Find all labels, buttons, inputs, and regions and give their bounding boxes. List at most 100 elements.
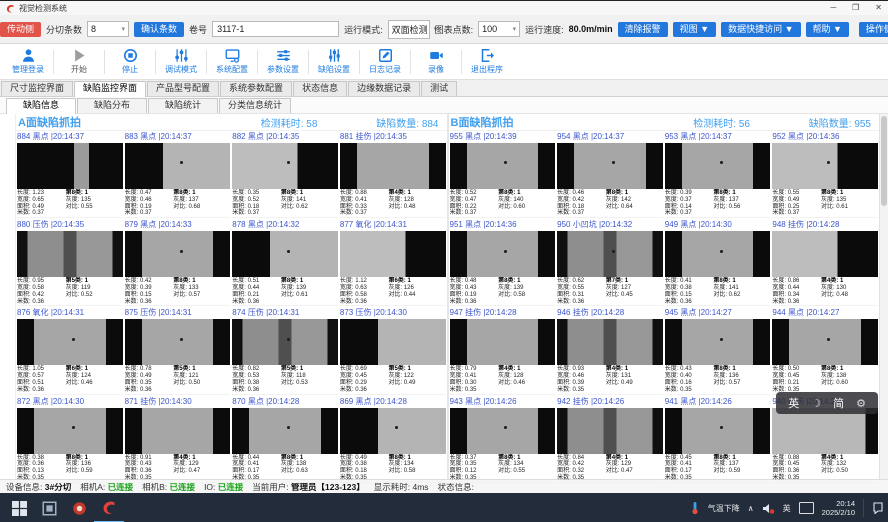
- main-tab-2[interactable]: 产品型号配置: [147, 81, 220, 96]
- defect-thumbnail[interactable]: [232, 143, 338, 189]
- defect-cell[interactable]: 875 压伤 |20:14:31 长度: 0.78 宽度: 0.49 面积: 0.35…: [124, 307, 231, 395]
- view-menu-button[interactable]: 视图 ▼: [672, 21, 717, 37]
- defect-thumbnail[interactable]: [339, 407, 446, 454]
- defect-cell[interactable]: 955 黑点 |20:14:39 长度: 0.52 宽度: 0.47 面积: 0.22…: [449, 131, 556, 219]
- pinned-app-icon[interactable]: [64, 493, 94, 522]
- defect-cell[interactable]: 951 黑点 |20:14:36 长度: 0.48 宽度: 0.43 面积: 0.19…: [449, 219, 556, 307]
- operate-side-button[interactable]: 操作侧: [858, 21, 888, 37]
- main-tab-3[interactable]: 系统参数配置: [220, 81, 293, 96]
- gear-icon[interactable]: ⚙: [856, 397, 866, 410]
- toolbar-exit-button[interactable]: 退出程序: [465, 48, 509, 75]
- toolbar-user-button[interactable]: 管理登录: [6, 48, 50, 75]
- defect-cell[interactable]: 942 挂伤 |20:14:26 长度: 0.84 宽度: 0.42 面积: 0.32…: [557, 396, 663, 483]
- confirm-count-button[interactable]: 确认条数: [134, 21, 185, 37]
- run-mode-select[interactable]: 双面检测 ▾: [387, 19, 437, 39]
- scrollbar-thumb[interactable]: [881, 116, 887, 206]
- defect-thumbnail[interactable]: [557, 407, 663, 454]
- ime-english-label[interactable]: 英: [788, 398, 800, 410]
- start-button[interactable]: [4, 493, 34, 522]
- clock[interactable]: 20:14 2025/2/10: [822, 499, 855, 517]
- defect-thumbnail[interactable]: [17, 407, 123, 454]
- defect-cell[interactable]: 878 黑点 |20:14:32 长度: 0.51 宽度: 0.44 面积: 0.21…: [232, 219, 338, 307]
- toolbar-monitor-button[interactable]: 系统配置: [210, 48, 254, 75]
- main-tab-6[interactable]: 测试: [421, 81, 458, 96]
- defect-cell[interactable]: 882 黑点 |20:14:35 长度: 0.35 宽度: 0.52 面积: 0.18…: [232, 131, 338, 219]
- sub-tab-1[interactable]: 缺陷分布: [77, 98, 147, 113]
- input-language-indicator[interactable]: 英: [782, 503, 791, 513]
- main-tab-0[interactable]: 尺寸监控界面: [1, 81, 74, 96]
- defect-thumbnail[interactable]: [772, 407, 878, 454]
- defect-cell[interactable]: 949 黑点 |20:14:30 长度: 0.41 宽度: 0.38 面积: 0.15…: [664, 219, 771, 307]
- minimize-button[interactable]: ─: [830, 3, 837, 12]
- defect-cell[interactable]: 874 压伤 |20:14:31 长度: 0.82 宽度: 0.53 面积: 0.38…: [232, 307, 338, 395]
- defect-cell[interactable]: 871 挂伤 |20:14:30 长度: 0.91 宽度: 0.43 面积: 0.36…: [124, 396, 231, 483]
- sub-tab-2[interactable]: 缺陷统计: [148, 98, 218, 113]
- main-tab-5[interactable]: 边缘数据记录: [348, 81, 421, 96]
- defect-cell[interactable]: 877 氧化 |20:14:31 长度: 1.12 宽度: 0.63 面积: 0.58…: [339, 219, 446, 307]
- defect-thumbnail[interactable]: [17, 319, 123, 366]
- defect-cell[interactable]: 883 黑点 |20:14:37 长度: 0.47 宽度: 0.46 面积: 0.19…: [124, 131, 231, 219]
- defect-thumbnail[interactable]: [124, 407, 231, 454]
- defect-thumbnail[interactable]: [449, 143, 556, 189]
- moon-icon[interactable]: ☽: [811, 397, 822, 410]
- touch-keyboard-icon[interactable]: [798, 502, 814, 514]
- toolbar-debug-sliders-button[interactable]: 调试模式: [159, 48, 203, 75]
- defect-cell[interactable]: 944 黑点 |20:14:27 长度: 0.50 宽度: 0.45 面积: 0.21…: [772, 307, 878, 395]
- defect-thumbnail[interactable]: [339, 231, 446, 278]
- defect-thumbnail[interactable]: [232, 231, 338, 278]
- defect-thumbnail[interactable]: [449, 319, 556, 366]
- toolbar-log-button[interactable]: 日志记录: [363, 48, 407, 75]
- defect-cell[interactable]: 881 挂伤 |20:14:35 长度: 0.88 宽度: 0.41 面积: 0.33…: [339, 131, 446, 219]
- sub-tab-3[interactable]: 分类信息统计: [219, 98, 292, 113]
- defect-thumbnail[interactable]: [232, 407, 338, 454]
- defect-cell[interactable]: 946 挂伤 |20:14:28 长度: 0.93 宽度: 0.46 面积: 0.39…: [557, 307, 663, 395]
- defect-thumbnail[interactable]: [664, 231, 771, 278]
- defect-thumbnail[interactable]: [664, 319, 771, 366]
- defect-thumbnail[interactable]: [664, 143, 771, 189]
- vertical-scrollbar[interactable]: [879, 114, 888, 479]
- defect-cell[interactable]: 884 黑点 |20:14:37 长度: 1.23 宽度: 0.65 面积: 0.49…: [17, 131, 123, 219]
- maximize-button[interactable]: ❒: [852, 3, 860, 12]
- defect-cell[interactable]: 947 挂伤 |20:14:28 长度: 0.79 宽度: 0.41 面积: 0.30…: [449, 307, 556, 395]
- clear-alarm-button[interactable]: 清除报警: [617, 21, 668, 37]
- defect-cell[interactable]: 941 黑点 |20:14:26 长度: 0.45 宽度: 0.41 面积: 0.17…: [664, 396, 771, 483]
- defect-cell[interactable]: 880 压伤 |20:14:35 长度: 0.95 宽度: 0.58 面积: 0.42…: [17, 219, 123, 307]
- toolbar-camera-button[interactable]: 录像: [414, 48, 458, 75]
- main-tab-4[interactable]: 状态信息: [293, 81, 348, 96]
- defect-thumbnail[interactable]: [557, 231, 663, 278]
- defect-thumbnail[interactable]: [557, 143, 663, 189]
- ime-language-widget[interactable]: 英 ☽ 简 ⚙: [776, 392, 878, 414]
- defect-cell[interactable]: 873 压伤 |20:14:30 长度: 0.69 宽度: 0.45 面积: 0.29…: [339, 307, 446, 395]
- toolbar-play-button[interactable]: 开始: [57, 48, 101, 75]
- defect-thumbnail[interactable]: [339, 319, 446, 366]
- defect-cell[interactable]: 876 氧化 |20:14:31 长度: 1.05 宽度: 0.57 面积: 0.51…: [17, 307, 123, 395]
- defect-thumbnail[interactable]: [772, 319, 878, 366]
- defect-cell[interactable]: 948 挂伤 |20:14:28 长度: 0.86 宽度: 0.44 面积: 0.34…: [772, 219, 878, 307]
- task-view-button[interactable]: [34, 493, 64, 522]
- defect-thumbnail[interactable]: [232, 319, 338, 366]
- slit-count-select[interactable]: 8 ▾: [87, 21, 130, 37]
- inspection-app-taskbar-icon[interactable]: [94, 493, 124, 522]
- defect-cell[interactable]: 953 黑点 |20:14:37 长度: 0.39 宽度: 0.37 面积: 0.14…: [664, 131, 771, 219]
- defect-cell[interactable]: 943 黑点 |20:14:26 长度: 0.37 宽度: 0.35 面积: 0.12…: [449, 396, 556, 483]
- help-menu-button[interactable]: 帮助 ▼: [805, 21, 849, 37]
- defect-thumbnail[interactable]: [557, 319, 663, 366]
- defect-thumbnail[interactable]: [449, 231, 556, 278]
- sub-tab-0[interactable]: 缺陷信息: [6, 98, 76, 114]
- toolbar-stop-button[interactable]: 停止: [108, 48, 152, 75]
- defect-cell[interactable]: 954 黑点 |20:14:37 长度: 0.46 宽度: 0.42 面积: 0.18…: [557, 131, 663, 219]
- defect-cell[interactable]: 869 黑点 |20:14:28 长度: 0.49 宽度: 0.38 面积: 0.18…: [339, 396, 446, 483]
- main-tab-1[interactable]: 缺陷监控界面: [74, 81, 147, 97]
- defect-thumbnail[interactable]: [449, 407, 556, 454]
- defect-cell[interactable]: 945 黑点 |20:14:27 长度: 0.43 宽度: 0.40 面积: 0.16…: [664, 307, 771, 395]
- defect-thumbnail[interactable]: [772, 143, 878, 189]
- notification-center-icon[interactable]: [872, 502, 884, 514]
- weather-text[interactable]: 气温下降: [707, 503, 740, 513]
- defect-thumbnail[interactable]: [124, 319, 231, 366]
- defect-thumbnail[interactable]: [124, 231, 231, 278]
- roll-number-input[interactable]: [212, 21, 340, 37]
- tray-expand-caret[interactable]: ∧: [747, 503, 754, 513]
- ime-simplified-label[interactable]: 简: [833, 398, 845, 410]
- defect-cell[interactable]: 950 小凹坑 |20:14:32 长度: 0.62 宽度: 0.55 面积: 0.3…: [557, 219, 663, 307]
- defect-cell[interactable]: 872 黑点 |20:14:30 长度: 0.38 宽度: 0.36 面积: 0.13…: [17, 396, 123, 483]
